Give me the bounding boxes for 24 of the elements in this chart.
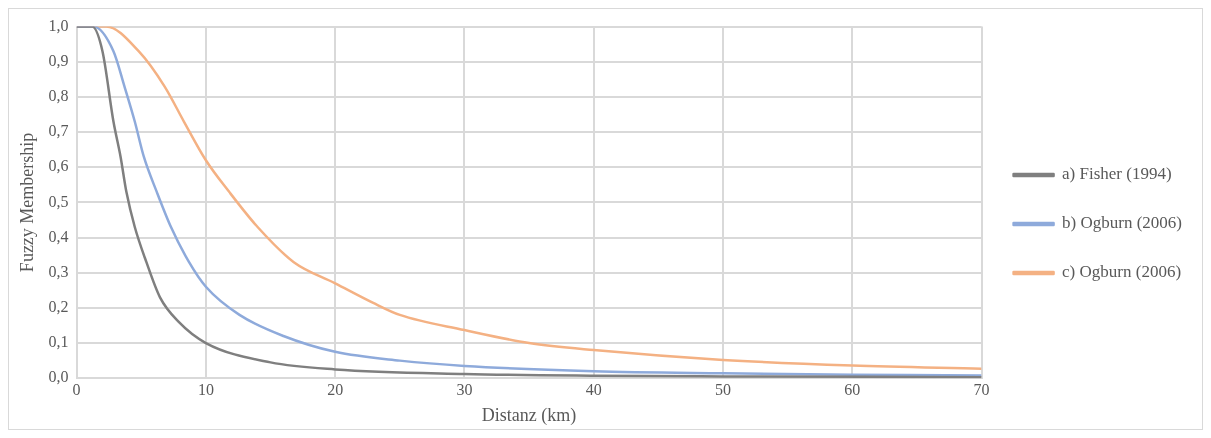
legend-label: b) Ogburn (2006) [1062, 213, 1182, 233]
x-tick-label: 10 [197, 381, 214, 398]
y-tick-label: 0,7 [48, 122, 69, 140]
x-axis-title: Distanz (km) [481, 404, 577, 426]
y-tick-label: 0,0 [48, 368, 69, 386]
x-tick-label: 60 [844, 381, 861, 398]
y-tick-label: 0,9 [48, 51, 69, 69]
x-tick-label: 0 [72, 381, 81, 398]
x-tick-label: 70 [973, 381, 990, 398]
legend-label: c) Ogburn (2006) [1062, 262, 1182, 282]
x-tick-label: 40 [585, 381, 602, 398]
y-tick-label: 0,5 [48, 192, 69, 210]
x-tick-label: 20 [327, 381, 344, 398]
y-tick-label: 0,6 [48, 157, 69, 175]
y-tick-label: 0,8 [48, 87, 69, 105]
y-axis-title: Fuzzy Membership [16, 132, 37, 273]
legend-label: a) Fisher (1994) [1062, 164, 1172, 184]
y-tick-label: 0,2 [48, 298, 69, 316]
y-tick-label: 0,4 [48, 227, 69, 245]
y-tick-label: 0,1 [48, 333, 69, 351]
y-tick-label: 1,0 [48, 16, 69, 34]
y-tick-label: 0,3 [48, 262, 69, 280]
x-tick-label: 50 [715, 381, 732, 398]
x-tick-label: 30 [456, 381, 473, 398]
